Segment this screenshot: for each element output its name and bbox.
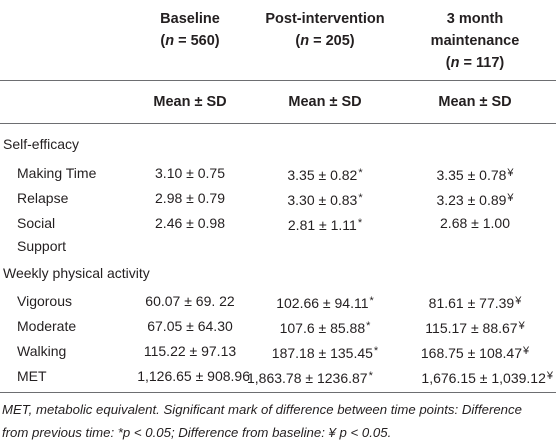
cell-text: 3.23 ± 0.89 [436, 192, 507, 208]
significance-mark: * [358, 167, 363, 179]
row-label-line2: Support [17, 238, 67, 254]
cell-value: 102.66 ± 94.11* [245, 290, 405, 315]
header-divider [0, 80, 556, 81]
cell-text: 1,126.65 ± 908.96 [137, 368, 250, 384]
col-title-line2: maintenance [430, 33, 520, 49]
cell-text: 3.35 ± 0.82 [287, 167, 358, 183]
subheader-post-intervention: Mean ± SD [288, 94, 362, 110]
col-title: Post-intervention [265, 11, 385, 27]
col-n: (n = 560) [160, 33, 220, 49]
footnote-line2: from previous time: *p < 0.05; Differenc… [2, 425, 392, 440]
cell-value: 1,126.65 ± 908.96 [122, 365, 250, 388]
significance-mark: ¥ [518, 320, 525, 332]
cell-text: 115.22 ± 97.13 [143, 343, 237, 359]
subheader-3-month: Mean ± SD [438, 94, 512, 110]
cell-value: 2.46 ± 0.98 [130, 212, 250, 235]
col-n: (n = 117) [445, 55, 505, 71]
col-n: (n = 205) [295, 33, 355, 49]
col-title: Baseline [160, 11, 220, 27]
significance-mark: * [357, 217, 363, 229]
cell-value: 3.10 ± 0.75 [130, 162, 250, 185]
cell-value: 168.75 ± 108.47¥ [405, 340, 545, 365]
row-label: Moderate [17, 318, 77, 334]
n-value: = 560) [174, 33, 220, 49]
cell-value: 1,676.15 ± 1,039.12¥ [393, 365, 553, 390]
cell-text: 2.98 ± 0.79 [155, 190, 225, 206]
cell-value: 3.30 ± 0.83* [245, 187, 405, 212]
n-value: = 205) [309, 33, 355, 49]
cell-text: 2.46 ± 0.98 [155, 215, 225, 231]
n-symbol: n [450, 55, 460, 71]
subheader-baseline: Mean ± SD [153, 94, 227, 110]
cell-value: 60.07 ± 69. 22 [130, 290, 250, 313]
section-title: Weekly physical activity [3, 265, 150, 281]
row-label: Vigorous [17, 293, 73, 309]
cell-value: 107.6 ± 85.88* [245, 315, 405, 340]
cell-value: 115.22 ± 97.13 [130, 340, 250, 363]
cell-text: 3.30 ± 0.83 [287, 192, 358, 208]
subheader-divider [0, 123, 556, 124]
cell-text: 3.35 ± 0.78 [436, 167, 507, 183]
cell-text: 2.68 ± 1.00 [440, 215, 510, 231]
cell-value: 81.61 ± 77.39¥ [405, 290, 545, 315]
row-label: Relapse [17, 190, 69, 206]
cell-text: 102.66 ± 94.11 [276, 295, 369, 311]
significance-mark: ¥ [507, 167, 514, 179]
significance-mark: * [358, 192, 363, 204]
cell-value: 115.17 ± 88.67¥ [405, 315, 545, 340]
footnote-line1: MET, metabolic equivalent. Significant m… [2, 402, 522, 417]
cell-value: 3.35 ± 0.78¥ [405, 162, 545, 187]
significance-mark: * [373, 345, 379, 357]
section-title: Self-efficacy [3, 136, 79, 152]
cell-text: 1,676.15 ± 1,039.12 [421, 370, 546, 386]
cell-text: 60.07 ± 69. 22 [145, 293, 235, 309]
cell-value: 2.68 ± 1.00 [405, 212, 545, 235]
cell-text: 3.10 ± 0.75 [155, 165, 225, 181]
cell-text: 107.6 ± 85.88 [279, 320, 366, 336]
significance-mark: * [366, 320, 371, 332]
significance-mark: * [369, 295, 374, 307]
cell-text: 81.61 ± 77.39 [428, 295, 515, 311]
cell-value: 2.81 ± 1.11* [245, 212, 405, 237]
significance-mark: ¥ [515, 295, 522, 307]
cell-value: 2.98 ± 0.79 [130, 187, 250, 210]
cell-text: 2.81 ± 1.11 [287, 217, 357, 233]
table-bottom-rule [0, 392, 556, 393]
row-label: MET [17, 368, 47, 384]
col-title-line1: 3 month [446, 11, 504, 27]
cell-value: 67.05 ± 64.30 [130, 315, 250, 338]
cell-text: 187.18 ± 135.45 [271, 345, 373, 361]
significance-mark: * [368, 370, 373, 382]
cell-text: 115.17 ± 88.67 [425, 320, 518, 336]
cell-value: 3.23 ± 0.89¥ [405, 187, 545, 212]
table-footnote: MET, metabolic equivalent. Significant m… [2, 398, 554, 444]
n-symbol: n [300, 33, 310, 49]
col-header-baseline: Baseline (n = 560) [130, 8, 250, 52]
cell-value: 1,863.78 ± 1236.87* [247, 365, 407, 390]
cell-text: 67.05 ± 64.30 [147, 318, 233, 334]
col-header-post-intervention: Post-intervention (n = 205) [245, 8, 405, 52]
n-symbol: n [165, 33, 175, 49]
col-header-3-month-maintenance: 3 month maintenance (n = 117) [405, 8, 545, 74]
cell-value: 187.18 ± 135.45* [245, 340, 405, 365]
significance-mark: ¥ [546, 370, 553, 382]
significance-mark: ¥ [507, 192, 514, 204]
cell-text: 168.75 ± 108.47 [420, 345, 522, 361]
row-label-line1: Social [17, 215, 56, 231]
cell-text: 1,863.78 ± 1236.87 [247, 370, 368, 386]
significance-mark: ¥ [522, 345, 530, 357]
row-label: Making Time [17, 165, 97, 181]
row-label: Walking [17, 343, 67, 359]
row-label: Social Support [17, 212, 66, 258]
n-value: = 117) [459, 55, 505, 71]
cell-value: 3.35 ± 0.82* [245, 162, 405, 187]
